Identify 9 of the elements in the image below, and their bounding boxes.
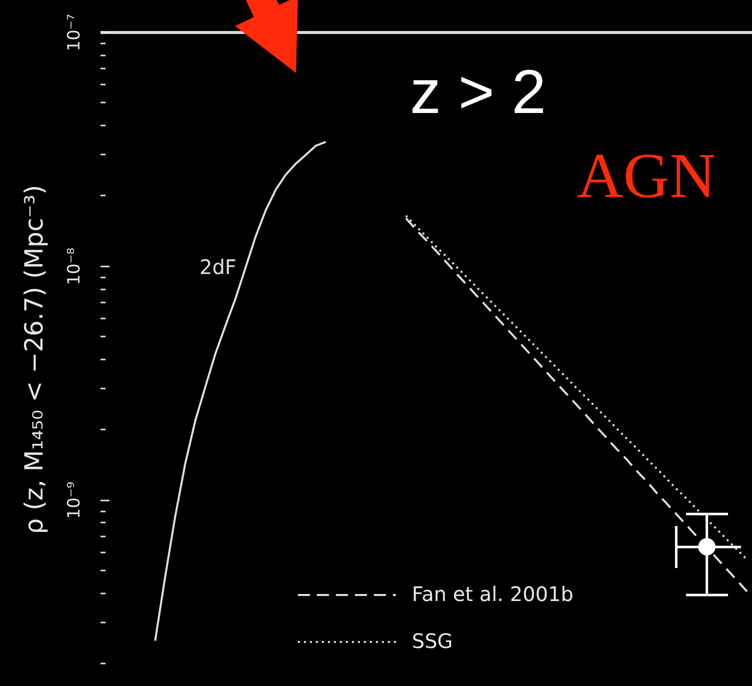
y-tick-label: 10⁻⁸: [64, 248, 84, 286]
y-tick-label: 10⁻⁹: [64, 481, 84, 520]
legend-label: Fan et al. 2001b: [412, 582, 574, 606]
series-label: 2dF: [200, 254, 236, 279]
annotation: AGN: [577, 140, 716, 211]
y-tick-label: 10⁻⁷: [64, 14, 84, 52]
legend-label: SSG: [412, 628, 453, 653]
annotation: z > 2: [410, 58, 546, 127]
y-axis-title: ρ (z, M₁₄₅₀ < −26.7) (Mpc⁻³): [20, 184, 48, 534]
